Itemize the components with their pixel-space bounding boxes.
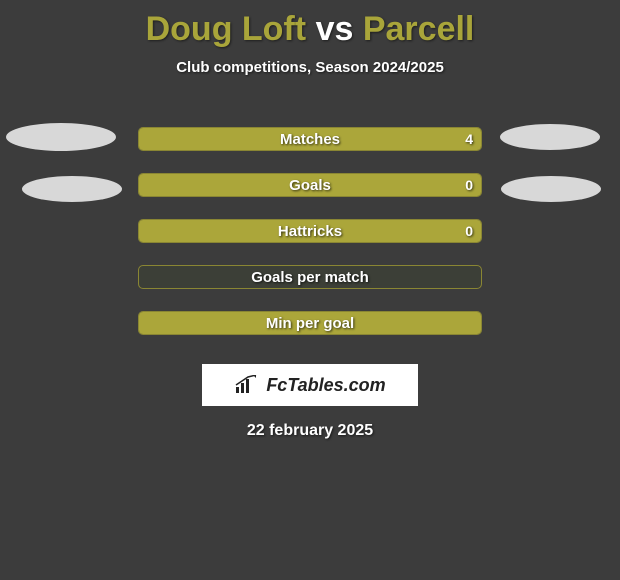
logo-box: FcTables.com	[202, 364, 418, 406]
stat-row: Matches 4	[0, 116, 620, 162]
stat-label: Hattricks	[139, 223, 481, 240]
stat-bar-goals-per-match: Goals per match	[138, 265, 482, 289]
date-label: 22 february 2025	[0, 422, 620, 440]
stat-label: Goals per match	[139, 269, 481, 286]
title-player1: Doug Loft	[146, 10, 307, 48]
stat-value: 4	[465, 131, 473, 147]
title-player2: Parcell	[363, 10, 475, 48]
stat-label: Goals	[139, 177, 481, 194]
stat-row: Hattricks 0	[0, 208, 620, 254]
subtitle: Club competitions, Season 2024/2025	[0, 59, 620, 76]
stat-label: Matches	[139, 131, 481, 148]
stat-value: 0	[465, 177, 473, 193]
comparison-rows: Matches 4 Goals 0 Hattricks 0 Goals per …	[0, 116, 620, 346]
stat-bar-hattricks: Hattricks 0	[138, 219, 482, 243]
stat-row: Min per goal	[0, 300, 620, 346]
stat-row: Goals 0	[0, 162, 620, 208]
stat-row: Goals per match	[0, 254, 620, 300]
stat-bar-matches: Matches 4	[138, 127, 482, 151]
stat-bar-goals: Goals 0	[138, 173, 482, 197]
page-title: Doug Loft vs Parcell	[0, 0, 620, 49]
stat-bar-min-per-goal: Min per goal	[138, 311, 482, 335]
stat-value: 0	[465, 223, 473, 239]
chart-icon	[234, 375, 260, 395]
title-vs: vs	[316, 10, 354, 48]
logo-text: FcTables.com	[266, 375, 385, 396]
stat-label: Min per goal	[139, 315, 481, 332]
